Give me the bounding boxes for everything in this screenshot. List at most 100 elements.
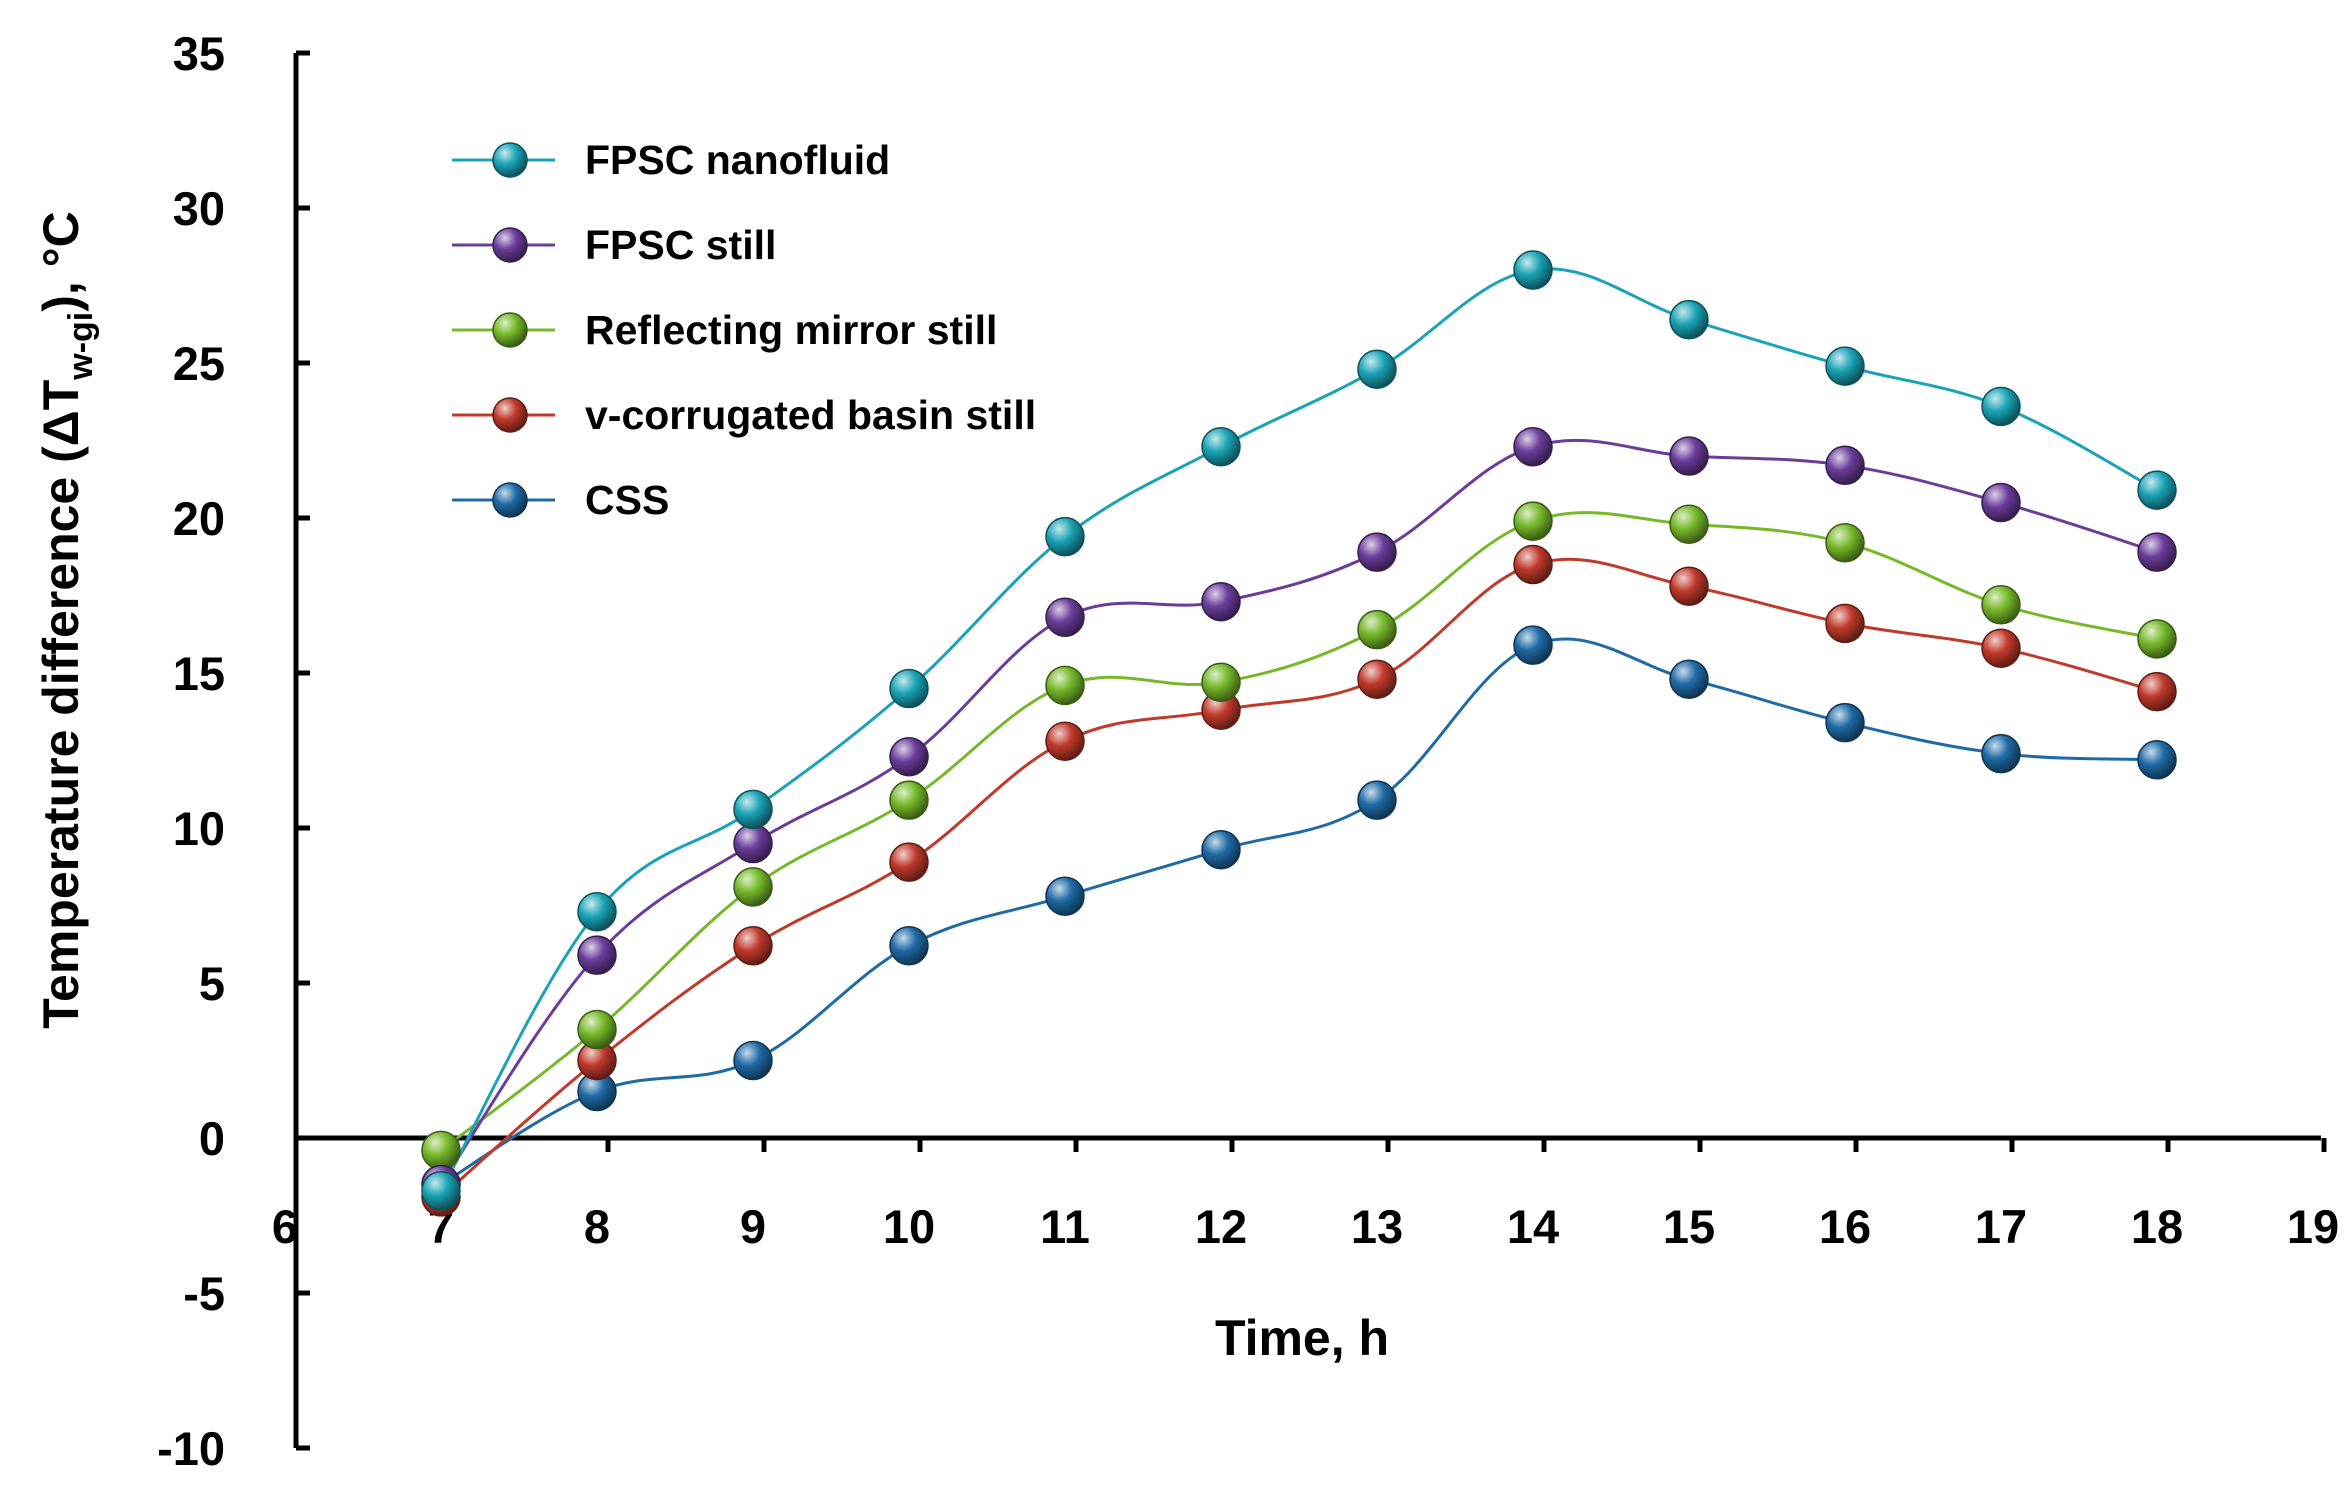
- data-point: [733, 1040, 773, 1081]
- legend-label: Reflecting mirror still: [585, 307, 997, 353]
- data-point: [2137, 470, 2177, 510]
- data-point: [1045, 665, 1085, 706]
- data-point: [1357, 349, 1397, 389]
- x-tick-label: 16: [1819, 1200, 1871, 1253]
- y-axis-title-prefix: Temperature difference (ΔT: [33, 380, 89, 1029]
- legend-marker: [492, 227, 528, 263]
- data-point: [1981, 482, 2021, 523]
- data-point: [1669, 504, 1709, 544]
- x-tick-label: 6: [272, 1200, 298, 1253]
- data-point: [421, 1170, 461, 1211]
- x-tick-label: 13: [1351, 1200, 1403, 1253]
- data-point: [1981, 585, 2021, 625]
- data-point: [577, 1009, 617, 1050]
- data-point: [1825, 603, 1865, 644]
- data-point: [1981, 386, 2021, 427]
- data-point: [1825, 523, 1865, 563]
- x-tick-label: 12: [1195, 1200, 1247, 1253]
- legend-marker: [492, 482, 528, 518]
- data-point: [889, 736, 929, 777]
- data-point: [1669, 566, 1709, 606]
- series-line-1: [439, 438, 2158, 1186]
- x-axis-title: Time, h: [1215, 1310, 1389, 1366]
- y-tick-label: 15: [173, 647, 225, 700]
- y-axis-title: Temperature difference (ΔTw-gi), °C: [33, 211, 100, 1029]
- data-point: [1201, 581, 1241, 622]
- data-point: [1045, 516, 1085, 557]
- data-point: [1201, 662, 1241, 703]
- y-tick-label: -10: [157, 1422, 225, 1475]
- data-point: [733, 823, 773, 864]
- legend-marker: [492, 142, 528, 178]
- data-point: [1981, 628, 2021, 668]
- data-point: [733, 926, 773, 966]
- data-point: [1513, 250, 1553, 290]
- series-line-4: [440, 637, 2158, 1186]
- data-point: [1981, 733, 2021, 774]
- data-point: [1825, 346, 1865, 386]
- legend-label: v-corrugated basin still: [585, 392, 1036, 438]
- y-tick-label: 30: [173, 182, 225, 235]
- data-point: [577, 935, 617, 975]
- legend-label: FPSC still: [585, 222, 776, 268]
- y-tick-label: 25: [173, 337, 225, 390]
- legend-marker: [492, 312, 528, 348]
- x-tick-label: 17: [1975, 1200, 2027, 1253]
- x-tick-label: 9: [740, 1200, 766, 1253]
- data-point: [2137, 671, 2177, 712]
- data-point: [1045, 721, 1085, 761]
- x-tick-label: 8: [584, 1200, 610, 1253]
- legend-label: FPSC nanofluid: [585, 137, 890, 183]
- data-point: [1513, 501, 1553, 541]
- data-point: [1201, 426, 1241, 467]
- x-tick-label: 14: [1507, 1200, 1559, 1253]
- y-tick-label: 35: [173, 27, 225, 80]
- data-point: [733, 789, 773, 830]
- data-point: [889, 780, 929, 820]
- data-point: [1357, 780, 1397, 820]
- axis-titles: Time, h Temperature difference (ΔTw-gi), …: [33, 211, 1389, 1366]
- y-axis-title-suffix: ), °C: [33, 211, 89, 312]
- data-point: [1201, 829, 1241, 870]
- data-point: [1513, 544, 1553, 585]
- data-point: [1513, 426, 1553, 467]
- data-point: [889, 926, 929, 966]
- data-point: [421, 1130, 461, 1171]
- data-point: [1045, 597, 1085, 637]
- x-tick-label: 18: [2131, 1200, 2183, 1253]
- data-point: [1669, 299, 1709, 340]
- x-tick-label: 19: [2287, 1200, 2339, 1253]
- data-point: [889, 668, 929, 709]
- data-point: [2137, 532, 2177, 572]
- data-point: [1357, 659, 1397, 699]
- data-point: [1825, 702, 1865, 743]
- data-point: [1669, 436, 1709, 476]
- x-tick-label: 15: [1663, 1200, 1715, 1253]
- data-point: [1825, 445, 1865, 486]
- data-point: [1045, 876, 1085, 916]
- y-tick-label: 20: [173, 492, 225, 545]
- y-axis-title-subscript: w-gi: [62, 312, 100, 381]
- data-point: [889, 842, 929, 882]
- x-tick-label: 10: [883, 1200, 935, 1253]
- data-point: [1513, 625, 1553, 665]
- data-point: [733, 867, 773, 907]
- x-tick-label: 11: [1040, 1200, 1090, 1253]
- data-point: [1357, 532, 1397, 572]
- y-tick-label: -5: [183, 1267, 225, 1320]
- y-tick-label: 5: [199, 957, 225, 1010]
- y-tick-label: 10: [173, 802, 225, 855]
- legend-label: CSS: [585, 477, 669, 523]
- data-point: [1669, 659, 1709, 699]
- data-point: [2137, 740, 2177, 780]
- data-point: [577, 891, 617, 932]
- series-markers: [421, 250, 2177, 1217]
- data-point: [2137, 619, 2177, 659]
- legend-marker: [492, 397, 528, 433]
- y-tick-label: 0: [199, 1112, 225, 1165]
- series-line-3: [440, 557, 2158, 1199]
- data-point: [1357, 609, 1397, 650]
